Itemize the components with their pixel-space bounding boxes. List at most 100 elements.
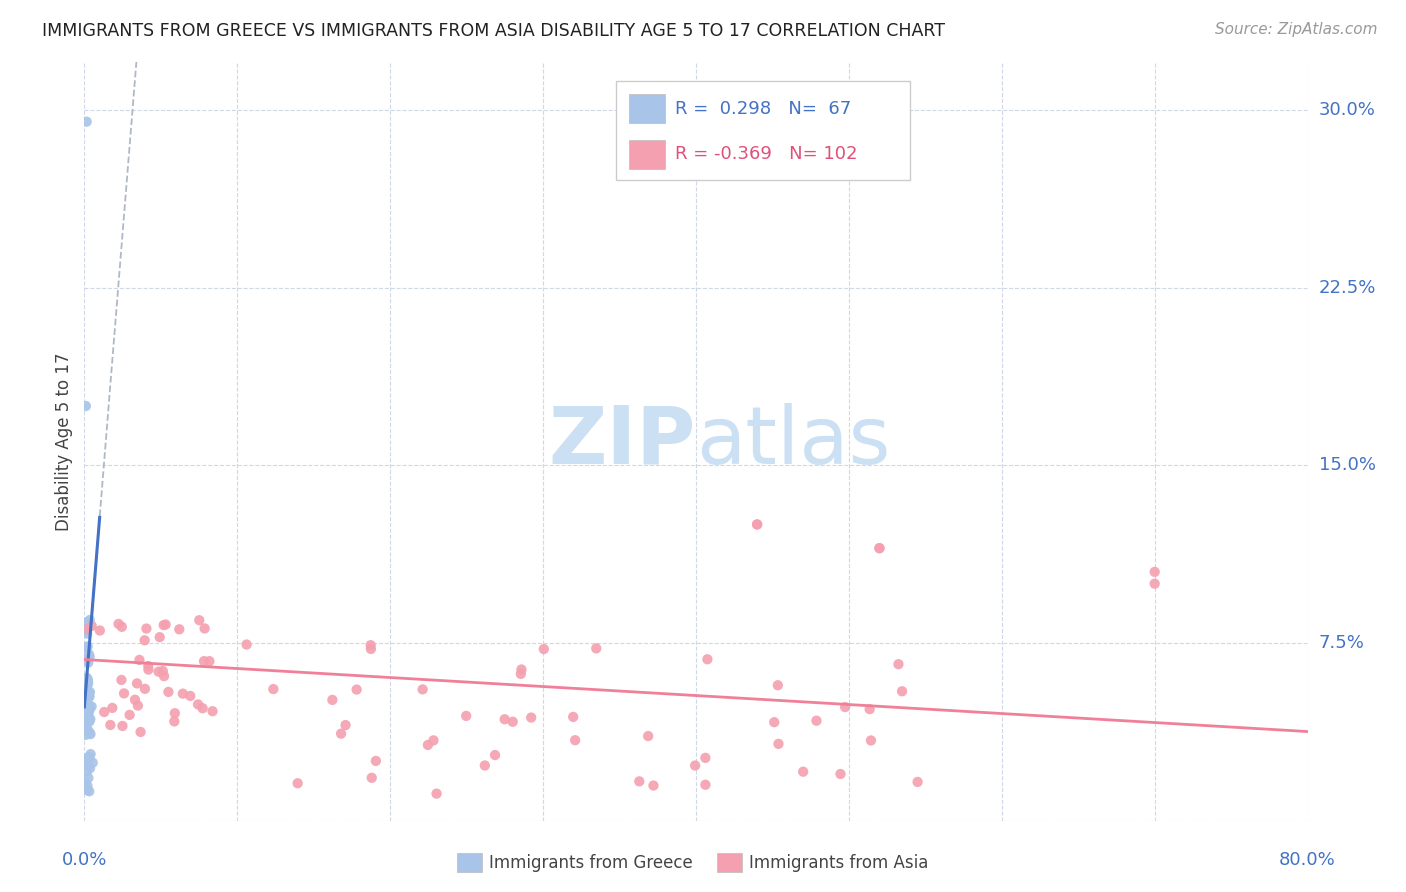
Point: [101, 701, 124, 715]
Point: [79, 685, 101, 699]
Point: [179, 689, 201, 703]
Point: [77, 690, 100, 704]
Point: [766, 678, 789, 692]
Point: [364, 754, 387, 768]
Point: [163, 714, 186, 729]
Text: R = -0.369   N= 102: R = -0.369 N= 102: [675, 145, 858, 163]
Text: 15.0%: 15.0%: [1319, 456, 1375, 475]
Point: [416, 738, 439, 752]
Point: [456, 709, 478, 723]
Point: [77, 723, 100, 738]
Point: [138, 663, 160, 677]
Point: [79, 613, 101, 627]
Point: [763, 715, 786, 730]
Point: [169, 622, 191, 636]
Point: [98, 718, 121, 732]
Point: [75, 776, 97, 790]
Point: [262, 682, 284, 697]
Point: [124, 692, 146, 706]
Point: [887, 657, 910, 672]
Point: [76, 751, 98, 765]
Point: [695, 751, 717, 765]
Text: IMMIGRANTS FROM GREECE VS IMMIGRANTS FROM ASIA DISABILITY AGE 5 TO 17 CORRELATIO: IMMIGRANTS FROM GREECE VS IMMIGRANTS FRO…: [42, 22, 945, 40]
Point: [77, 698, 100, 713]
Point: [73, 778, 96, 792]
Point: [494, 712, 516, 726]
Point: [110, 673, 132, 687]
Point: [134, 681, 156, 696]
Point: [75, 671, 97, 685]
Point: [683, 758, 706, 772]
Point: [111, 620, 134, 634]
Point: [76, 640, 98, 654]
Point: [891, 684, 914, 698]
Point: [79, 725, 101, 739]
Point: [89, 624, 111, 638]
Point: [77, 784, 100, 798]
Point: [77, 708, 100, 723]
Point: [747, 517, 769, 532]
Point: [155, 617, 177, 632]
Point: [152, 618, 174, 632]
Point: [76, 678, 98, 692]
Point: [127, 698, 149, 713]
Point: [79, 714, 101, 729]
Point: [346, 682, 368, 697]
Point: [806, 714, 828, 728]
Point: [111, 719, 134, 733]
Point: [79, 727, 101, 741]
Point: [148, 665, 170, 679]
Point: [198, 654, 221, 668]
Point: [76, 714, 98, 728]
Point: [157, 685, 180, 699]
Point: [163, 706, 186, 721]
Point: [76, 779, 98, 793]
Point: [76, 622, 98, 636]
Point: [76, 615, 98, 629]
Point: [73, 618, 96, 632]
Point: [153, 669, 176, 683]
Point: [510, 663, 533, 677]
Point: [696, 652, 718, 666]
Point: [75, 681, 97, 695]
FancyBboxPatch shape: [616, 81, 910, 180]
Point: [643, 779, 665, 793]
Point: [77, 697, 100, 711]
Text: Source: ZipAtlas.com: Source: ZipAtlas.com: [1215, 22, 1378, 37]
Point: [474, 758, 496, 772]
Point: [75, 728, 97, 742]
Point: [75, 706, 97, 720]
Point: [422, 733, 444, 747]
Point: [129, 725, 152, 739]
Point: [869, 541, 891, 556]
Point: [79, 700, 101, 714]
Point: [360, 771, 382, 785]
Point: [80, 619, 103, 633]
Point: [188, 613, 211, 627]
Point: [859, 733, 882, 747]
Text: atlas: atlas: [696, 402, 890, 481]
Point: [637, 729, 659, 743]
Point: [76, 700, 98, 714]
Point: [77, 759, 100, 773]
Point: [191, 701, 214, 715]
Point: [125, 676, 148, 690]
Text: 7.5%: 7.5%: [1319, 634, 1365, 652]
Point: [75, 755, 97, 769]
Point: [75, 654, 97, 668]
Point: [484, 747, 506, 762]
Point: [79, 761, 101, 775]
Point: [76, 723, 98, 738]
Text: Immigrants from Asia: Immigrants from Asia: [749, 854, 929, 871]
Point: [193, 654, 215, 668]
Point: [76, 783, 98, 797]
Point: [792, 764, 814, 779]
Point: [77, 771, 100, 785]
Point: [76, 673, 98, 688]
Point: [426, 787, 449, 801]
Point: [77, 686, 100, 700]
Point: [112, 686, 135, 700]
Point: [768, 737, 790, 751]
Point: [628, 774, 651, 789]
Point: [77, 712, 100, 726]
